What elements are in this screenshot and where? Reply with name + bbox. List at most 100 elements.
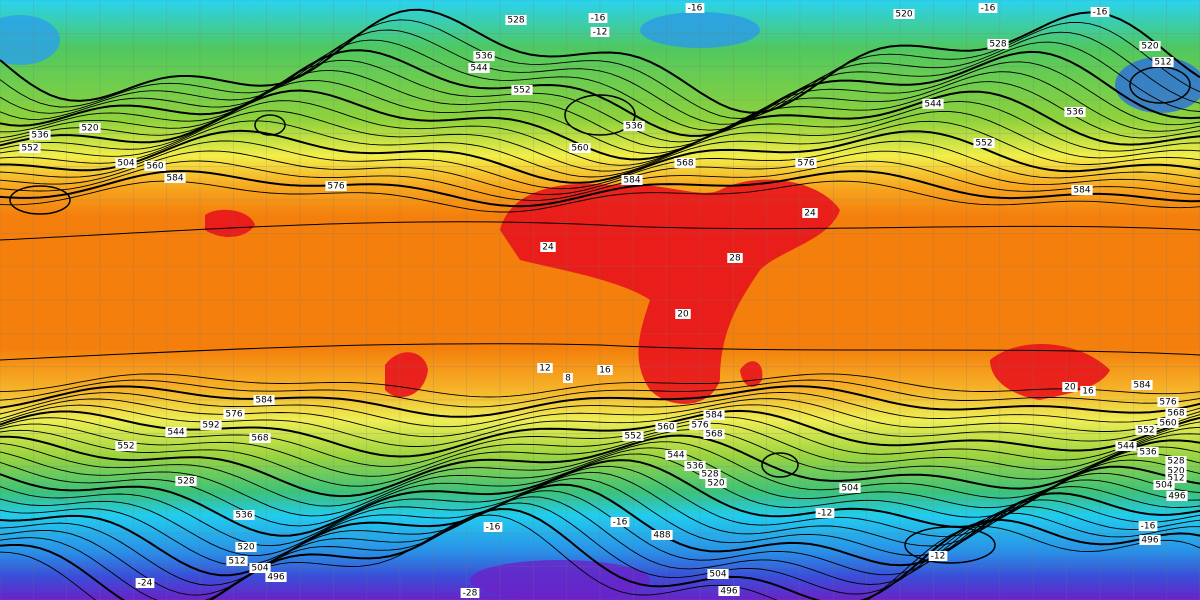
height-contours <box>0 8 1200 600</box>
label-text: 528 <box>1167 457 1184 467</box>
contour-line <box>0 447 1200 517</box>
label-text: -28 <box>463 589 478 599</box>
label-background <box>79 123 101 133</box>
contour-line <box>0 434 1200 498</box>
label-background <box>1139 41 1161 51</box>
label-background <box>253 395 275 405</box>
label-background <box>1157 418 1179 428</box>
contour-line <box>0 483 1200 577</box>
contour-line <box>0 422 1200 477</box>
label-background <box>655 422 677 432</box>
label-background <box>684 461 706 471</box>
label-text: 496 <box>1141 536 1158 546</box>
label-text: -16 <box>1141 522 1156 532</box>
contour-label: 536 <box>1137 447 1159 458</box>
contour-label: 504 <box>707 569 729 580</box>
label-background <box>115 441 137 451</box>
contour-line <box>0 221 1200 241</box>
warm-areas <box>205 179 1110 404</box>
label-text: 24 <box>542 243 554 253</box>
label-background <box>689 420 711 430</box>
label-text: 584 <box>1073 186 1090 196</box>
label-background <box>623 121 645 131</box>
label-text: 568 <box>1167 409 1184 419</box>
label-text: -12 <box>593 28 608 38</box>
label-background <box>563 373 573 383</box>
label-text: 504 <box>117 159 134 169</box>
contour-label: 528 <box>699 469 721 480</box>
label-background <box>727 253 743 263</box>
label-background <box>718 586 740 596</box>
label-text: 568 <box>251 434 268 444</box>
contour-label: 512 <box>1165 473 1187 484</box>
label-text: 568 <box>705 430 722 440</box>
contour-line <box>0 478 1200 566</box>
label-text: 584 <box>255 396 272 406</box>
label-text: -16 <box>688 4 703 14</box>
contour-line <box>0 409 1200 458</box>
contour-label: -16 <box>1138 521 1158 532</box>
contour-label: 28 <box>727 253 743 264</box>
contour-label: 568 <box>674 158 696 169</box>
label-background <box>200 420 222 430</box>
contour-label: 12 <box>537 363 553 374</box>
contour-label: -24 <box>135 578 155 589</box>
label-text: 504 <box>841 484 858 494</box>
label-background <box>703 429 725 439</box>
label-text: 496 <box>1168 492 1185 502</box>
label-text: 536 <box>625 122 642 132</box>
contour-label: 8 <box>563 373 573 384</box>
label-text: -12 <box>818 509 833 519</box>
contour-line <box>0 59 1200 143</box>
label-text: 536 <box>1139 448 1156 458</box>
contour-line <box>0 507 1200 600</box>
label-background <box>699 469 721 479</box>
label-text: -16 <box>613 518 628 528</box>
contour-label: 24 <box>802 208 818 219</box>
label-text: 584 <box>623 176 640 186</box>
label-background <box>233 510 255 520</box>
contour-label: 536 <box>473 51 495 62</box>
label-background <box>1166 491 1188 501</box>
label-background <box>165 427 187 437</box>
contour-label: 20 <box>675 309 691 320</box>
label-background <box>537 363 553 373</box>
contour-label: -16 <box>978 3 998 14</box>
label-text: 552 <box>513 86 530 96</box>
contour-line <box>0 496 1200 596</box>
label-background <box>249 563 271 573</box>
label-text: -12 <box>931 552 946 562</box>
contour-label: 536 <box>233 510 255 521</box>
label-background <box>978 3 998 13</box>
contour-line <box>0 379 1200 408</box>
contour-label: 544 <box>665 450 687 461</box>
label-background <box>651 530 673 540</box>
label-background <box>19 143 41 153</box>
label-background <box>1137 447 1159 457</box>
label-background <box>1064 107 1086 117</box>
label-background <box>588 13 608 23</box>
contour-label: 560 <box>655 422 677 433</box>
label-text: 584 <box>1133 381 1150 391</box>
label-background <box>468 63 490 73</box>
label-background <box>540 242 556 252</box>
contour-line <box>0 404 1200 447</box>
label-background <box>1165 466 1187 476</box>
contour-label: 504 <box>249 563 271 574</box>
contour-label: -16 <box>483 522 503 533</box>
contour-label: 552 <box>973 138 995 149</box>
label-background <box>922 99 944 109</box>
contour-line <box>0 110 1200 172</box>
label-text: 560 <box>657 423 674 433</box>
contour-label: 584 <box>1071 185 1093 196</box>
contour-line <box>0 39 1200 131</box>
label-text: 504 <box>251 564 268 574</box>
label-background <box>705 478 727 488</box>
contour-label: 584 <box>1131 380 1153 391</box>
label-text: 536 <box>1066 108 1083 118</box>
label-text: 544 <box>470 64 487 74</box>
label-text: 552 <box>1137 426 1154 436</box>
contour-label: 552 <box>1135 425 1157 436</box>
label-background <box>802 208 818 218</box>
